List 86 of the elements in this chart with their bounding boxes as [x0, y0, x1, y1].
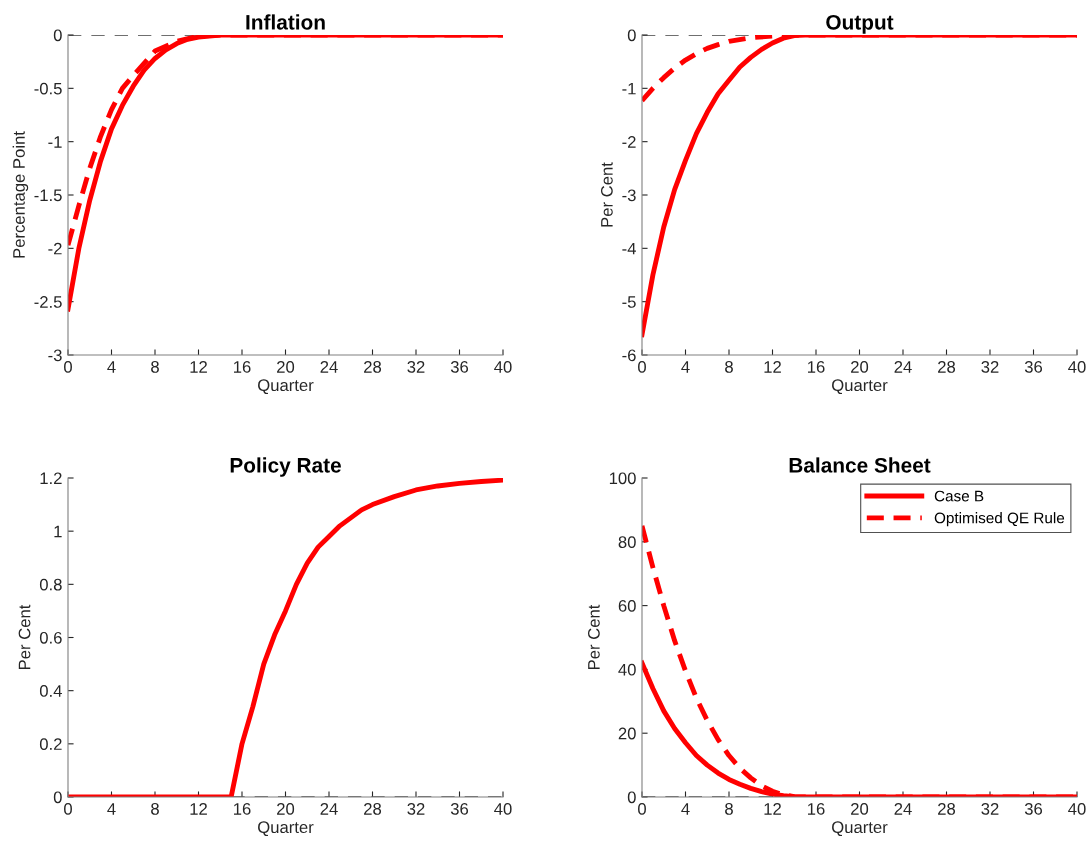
x-tick-label: 16 — [234, 803, 251, 815]
y-tick-label: -2.5 — [34, 296, 62, 308]
x-tick-label: 12 — [190, 361, 207, 373]
x-tick-label: 0 — [64, 803, 72, 815]
y-tick-label: 0.2 — [39, 738, 62, 751]
y-tick-label: 0 — [53, 29, 62, 42]
y-tick-label: -2 — [48, 242, 62, 255]
chart-title: Policy Rate — [230, 457, 341, 477]
y-axis-title: Percentage Point — [12, 131, 29, 258]
x-tick-label: 12 — [190, 803, 207, 815]
y-tick-label: -1 — [622, 82, 636, 95]
y-tick-label: 0 — [627, 791, 636, 804]
x-tick-label: 24 — [320, 361, 338, 373]
legend-label: Optimised QE Rule — [934, 512, 1065, 527]
y-tick-label: -6 — [622, 349, 636, 362]
x-tick-label: 28 — [938, 361, 956, 373]
x-tick-label: 40 — [1068, 361, 1086, 373]
x-tick-label: 4 — [107, 803, 116, 815]
y-tick-label: -1 — [48, 136, 62, 148]
x-tick-label: 4 — [107, 361, 116, 373]
chart-title: Inflation — [246, 14, 325, 30]
y-tick-label: 20 — [618, 727, 636, 740]
y-tick-label: 40 — [618, 663, 636, 676]
x-tick-label: 36 — [450, 361, 469, 373]
x-axis-title: Quarter — [258, 379, 314, 395]
x-tick-label: 0 — [638, 803, 646, 815]
x-tick-label: 24 — [320, 803, 338, 815]
x-tick-label: 28 — [364, 361, 382, 373]
y-tick-label: -1.5 — [34, 189, 62, 202]
y-axis-title: Per Cent — [18, 604, 31, 670]
x-tick-label: 40 — [494, 803, 512, 815]
x-tick-label: 20 — [851, 361, 869, 373]
y-tick-label: -5 — [622, 296, 636, 308]
y-tick-label: -2 — [622, 136, 636, 148]
x-tick-label: 36 — [1024, 803, 1043, 815]
y-tick-label: -3 — [48, 349, 62, 362]
legend-label: Case B — [934, 490, 984, 502]
x-tick-label: 16 — [808, 803, 825, 815]
x-tick-label: 8 — [151, 803, 159, 815]
y-tick-label: 60 — [618, 600, 636, 612]
line-series — [68, 478, 503, 797]
y-tick-label: 80 — [618, 536, 636, 548]
x-tick-label: 8 — [725, 803, 733, 815]
y-axis-title: Per Cent — [600, 162, 613, 227]
x-tick-label: 4 — [681, 803, 690, 815]
x-tick-label: 12 — [764, 361, 781, 373]
x-tick-label: 32 — [407, 361, 425, 373]
x-axis-title: Quarter — [832, 379, 888, 395]
x-tick-label: 28 — [364, 803, 382, 815]
chart-title: Balance Sheet — [789, 457, 931, 473]
x-axis-title: Quarter — [832, 821, 888, 837]
x-tick-label: 16 — [808, 361, 825, 373]
y-tick-label: 0.8 — [39, 578, 62, 591]
x-tick-label: 0 — [638, 361, 646, 373]
x-tick-label: 32 — [981, 803, 999, 815]
x-tick-label: 16 — [234, 361, 251, 373]
x-tick-label: 40 — [494, 361, 512, 373]
x-tick-label: 20 — [851, 803, 869, 815]
x-tick-label: 4 — [681, 361, 690, 373]
x-tick-label: 32 — [407, 803, 425, 815]
x-tick-label: 24 — [894, 803, 912, 815]
y-axis-title: Per Cent — [587, 604, 600, 670]
y-tick-label: -0.5 — [34, 82, 62, 95]
x-tick-label: 36 — [450, 803, 469, 815]
x-tick-label: 12 — [764, 803, 781, 815]
y-tick-label: 0 — [53, 791, 62, 804]
x-tick-label: 20 — [277, 361, 295, 373]
x-tick-label: 36 — [1024, 361, 1043, 373]
y-tick-label: 1 — [54, 525, 62, 538]
y-tick-label: -3 — [622, 189, 636, 202]
x-tick-label: 24 — [894, 361, 912, 373]
y-tick-label: 0.6 — [39, 631, 62, 644]
x-tick-label: 8 — [151, 361, 159, 373]
x-tick-label: 28 — [938, 803, 956, 815]
y-tick-label: 1.2 — [40, 472, 62, 485]
y-tick-label: 0 — [627, 29, 636, 42]
y-tick-label: -4 — [622, 242, 636, 255]
x-tick-label: 20 — [277, 803, 295, 815]
x-tick-label: 8 — [725, 361, 733, 373]
x-tick-label: 32 — [981, 361, 999, 373]
x-axis-title: Quarter — [258, 821, 314, 837]
y-tick-label: 0.4 — [39, 685, 62, 697]
x-tick-label: 40 — [1068, 803, 1086, 815]
x-tick-label: 0 — [64, 361, 72, 373]
chart-title: Output — [826, 14, 894, 34]
y-tick-label: 100 — [609, 472, 636, 485]
